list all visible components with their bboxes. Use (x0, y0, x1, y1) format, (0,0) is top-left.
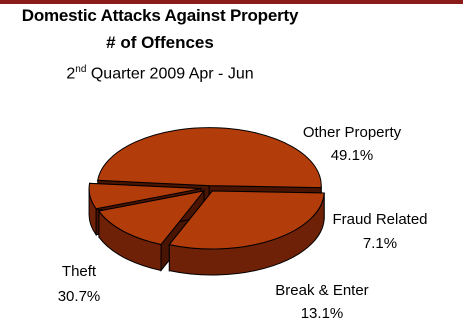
slice-label-theft: Theft (62, 263, 97, 280)
chart-title-line2: # of Offences (106, 33, 214, 52)
slice-label-other-property: Other Property (303, 124, 402, 141)
subtitle-prefix: 2 (66, 65, 76, 83)
slice-label-break-enter: Break & Enter (275, 282, 368, 299)
subtitle-superscript: nd (75, 64, 87, 75)
chart-title: Domestic Attacks Against Property (21, 6, 299, 25)
slice-value-other-property: 49.1% (331, 147, 374, 164)
slice-value-fraud-related: 7.1% (363, 235, 397, 252)
slice-top-face (98, 190, 206, 246)
slice-value-break-enter: 13.1% (301, 305, 344, 322)
pie-slices (88, 127, 325, 276)
slice-top-face (97, 127, 322, 189)
slice-top-face (88, 182, 202, 210)
slice-label-fraud-related: Fraud Related (332, 211, 427, 228)
subtitle-rest: Quarter 2009 Apr - Jun (86, 65, 254, 83)
pie-labels: Other Property 49.1% Fraud Related 7.1% Brea… (58, 124, 428, 322)
pie-slice-theft (168, 189, 325, 276)
slice-value-theft: 30.7% (58, 288, 101, 305)
top-accent-bar (0, 0, 463, 4)
chart-subtitle: 2nd Quarter 2009 Apr - Jun (0, 64, 320, 83)
slice-top-face (168, 190, 325, 250)
